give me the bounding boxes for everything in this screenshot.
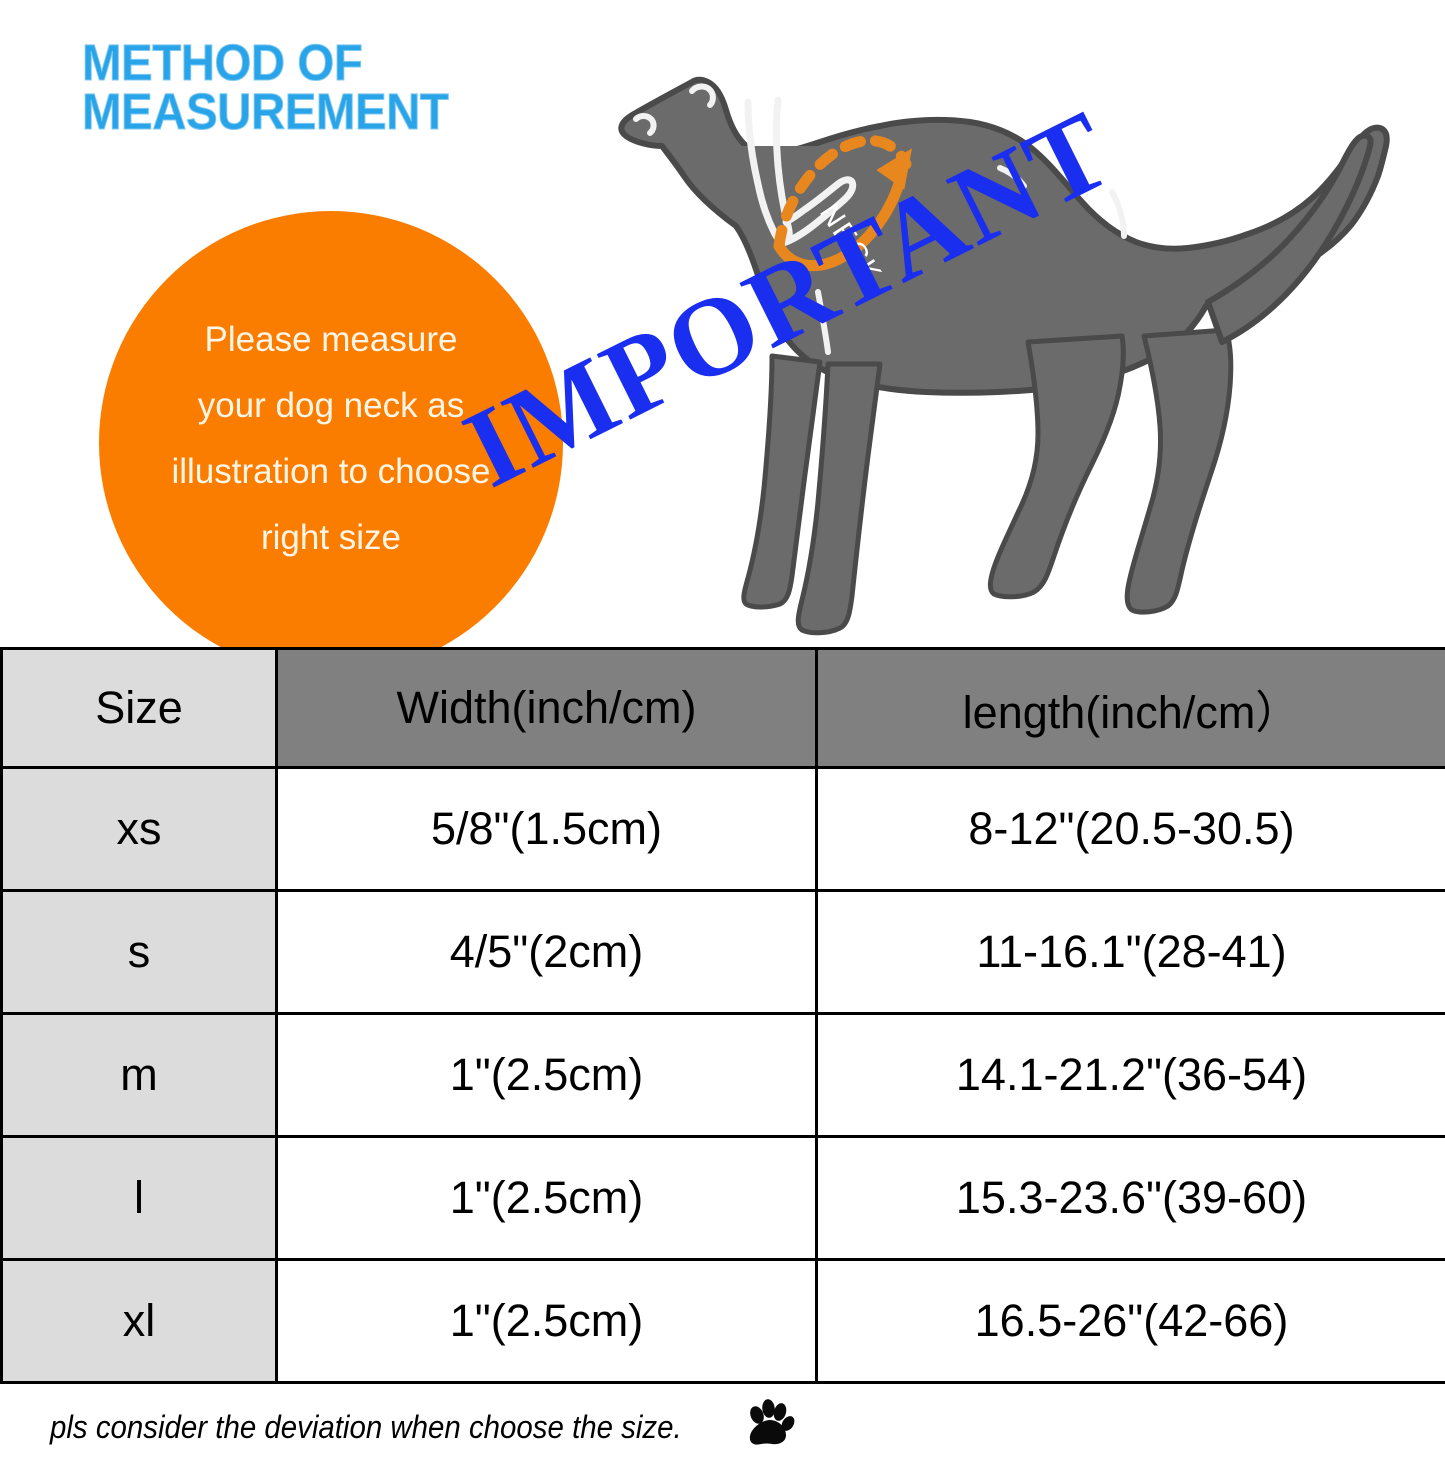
cell-width: 4/5"(2cm) [275,889,818,1015]
table-row: s 4/5"(2cm) 11-16.1"(28-41) [0,889,1445,1015]
cell-size: xs [0,766,278,892]
page-title: METHOD OF MEASUREMENT [82,34,450,141]
table-row: m 1"(2.5cm) 14.1-21.2"(36-54) [0,1012,1445,1138]
dog-silhouette-icon [618,76,1390,636]
cell-length: 8-12"(20.5-30.5) [815,766,1445,892]
footnote-text: pls consider the deviation when choose t… [50,1408,682,1445]
column-header-width: Width(inch/cm) [275,647,818,769]
paw-print-icon [743,1398,797,1457]
cell-width: 1"(2.5cm) [275,1135,818,1261]
cell-width: 1"(2.5cm) [275,1258,818,1384]
measurement-callout-text: Please measure your dog neck as illustra… [171,320,491,557]
table-row: xl 1"(2.5cm) 16.5-26"(42-66) [0,1258,1445,1384]
cell-size: s [0,889,278,1015]
column-header-size: Size [0,647,278,769]
cell-width: 1"(2.5cm) [275,1012,818,1138]
cell-size: xl [0,1258,278,1384]
size-chart-table: Size Width(inch/cm) length(inch/cm） xs 5… [0,647,1445,1384]
cell-size: m [0,1012,278,1138]
cell-length: 15.3-23.6"(39-60) [815,1135,1445,1261]
cell-length: 14.1-21.2"(36-54) [815,1012,1445,1138]
table-header-row: Size Width(inch/cm) length(inch/cm） [0,647,1445,769]
table-row: l 1"(2.5cm) 15.3-23.6"(39-60) [0,1135,1445,1261]
illustration-panel: METHOD OF MEASUREMENT Please measure you… [0,0,1445,647]
cell-width: 5/8"(1.5cm) [275,766,818,892]
cell-length: 16.5-26"(42-66) [815,1258,1445,1384]
cell-size: l [0,1135,278,1261]
neck-measure-loop [773,135,913,272]
cell-length: 11-16.1"(28-41) [815,889,1445,1015]
measurement-callout: Please measure your dog neck as illustra… [99,211,563,647]
column-header-length: length(inch/cm） [815,647,1445,769]
footnote: pls consider the deviation when choose t… [0,1382,1445,1472]
table-row: xs 5/8"(1.5cm) 8-12"(20.5-30.5) [0,766,1445,892]
